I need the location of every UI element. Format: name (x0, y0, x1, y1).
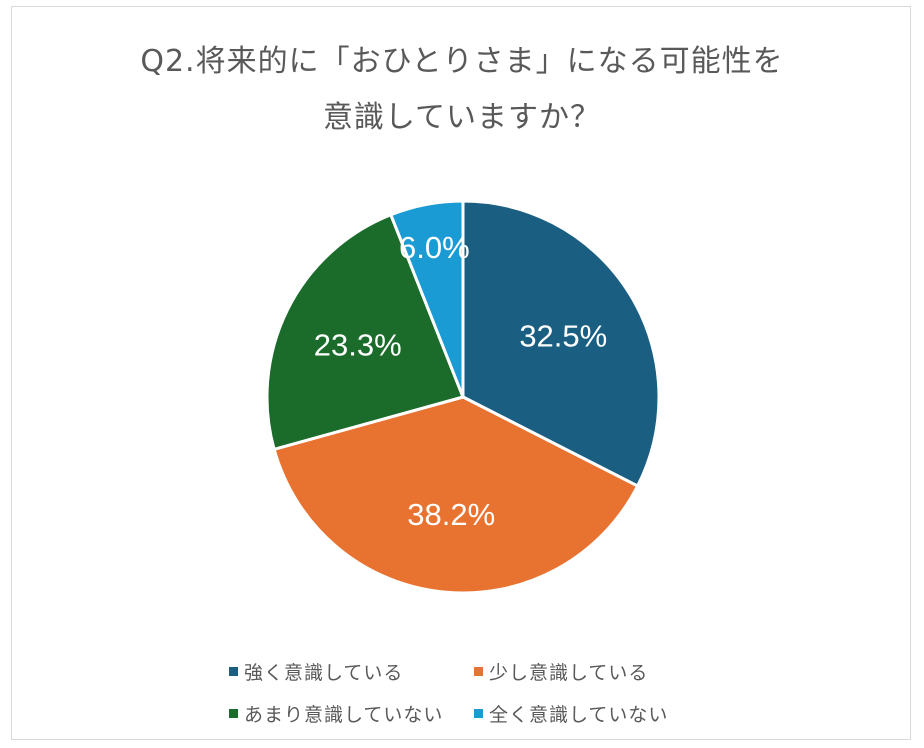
chart-title-line-1: Q2.将来的に「おひとりさま」になる可能性を (140, 44, 784, 79)
legend-label: 強く意識している (244, 662, 404, 684)
chart-title-line-2: 意識していますか？ (322, 100, 602, 135)
slice-data-label: 32.5% (519, 319, 607, 354)
slice-not-at-all-aware[interactable] (389, 199, 465, 399)
legend-swatch-icon (474, 667, 483, 676)
legend-swatch-icon (474, 709, 483, 718)
legend-swatch-icon (229, 667, 238, 676)
slice-data-label: 6.0% (399, 230, 470, 265)
legend-label: 全く意識していない (489, 704, 669, 726)
legend-item-not-very-aware[interactable]: あまり意識していない (229, 700, 443, 727)
slice-data-label: 38.2% (407, 497, 495, 532)
legend-item-not-at-all-aware[interactable]: 全く意識していない (474, 700, 668, 727)
slice-data-label: 23.3% (314, 328, 402, 363)
legend-label: 少し意識している (489, 662, 649, 684)
legend-item-strongly-aware[interactable]: 強く意識している (229, 658, 403, 685)
slice-somewhat-aware[interactable] (272, 395, 640, 595)
slice-strongly-aware[interactable] (461, 199, 661, 488)
legend-swatch-icon (229, 709, 238, 718)
legend-label: あまり意識していない (244, 704, 444, 726)
legend-item-somewhat-aware[interactable]: 少し意識している (474, 658, 648, 685)
